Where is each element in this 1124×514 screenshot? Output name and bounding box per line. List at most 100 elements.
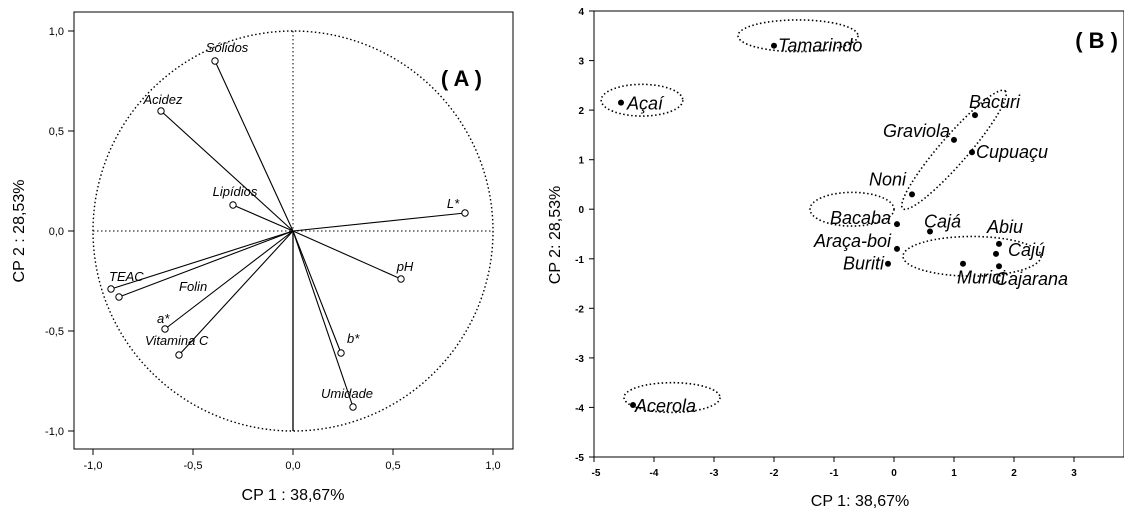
x-tick-label: -5	[592, 468, 601, 479]
point-caju: Cajú	[993, 240, 1045, 260]
loading-label: pH	[396, 259, 414, 274]
score-label: Noni	[869, 169, 907, 189]
y-tick-label: 3	[578, 57, 584, 68]
panel-a-x-ticks: -1,0 -0,5 0,0 0,5 1,0	[84, 449, 501, 472]
score-label: Tamarindo	[778, 36, 862, 56]
panel-b-frame	[593, 10, 1124, 458]
loading-point	[461, 209, 469, 217]
loading-vitamina-c: Vitamina C	[145, 230, 294, 359]
loading-solidos: Sólidos	[206, 40, 294, 232]
score-point	[927, 228, 933, 235]
y-tick-label: -4	[575, 403, 584, 414]
score-label: Buriti	[843, 254, 885, 274]
point-caja: Cajá	[924, 212, 961, 235]
score-label: Cupuaçu	[976, 142, 1048, 162]
loading-a: a*	[157, 230, 294, 333]
loading-point	[397, 275, 405, 283]
loading-ph: pH	[292, 230, 414, 283]
group-ellipse-3	[900, 89, 1008, 211]
loading-point	[161, 325, 169, 333]
panel-a-x-axis-title: CP 1 : 38,67%	[242, 487, 345, 504]
loading-point	[229, 201, 237, 209]
x-tick-label: 1	[951, 468, 957, 479]
loading-l: L*	[292, 196, 469, 232]
point-cupuacu: Cupuaçu	[969, 142, 1048, 162]
score-point	[885, 260, 891, 267]
panel-a: -1,0 -0,5 0,0 0,5 1,0 1,0 0,5 0,0 -0,5 -…	[11, 11, 514, 504]
y-tick-label: -1	[575, 255, 584, 266]
loading-umidade: Umidade	[292, 230, 373, 411]
score-point	[996, 240, 1002, 247]
loading-point	[211, 57, 219, 65]
score-point	[960, 260, 966, 267]
loading-lipidios: Lipídios	[213, 184, 294, 232]
x-tick-label: 2	[1011, 468, 1017, 479]
y-tick-label: 0	[578, 205, 584, 216]
y-tick-label: 4	[578, 7, 584, 18]
point-graviola: Graviola	[883, 121, 957, 143]
panel-b-groups	[600, 19, 1042, 414]
score-label: Bacuri	[969, 92, 1021, 112]
loading-vector	[118, 230, 294, 298]
point-cajarana: Cajarana	[995, 263, 1068, 289]
point-noni: Noni	[869, 169, 915, 198]
loading-vector	[160, 110, 294, 232]
y-tick-label: -5	[575, 453, 584, 464]
loading-vector	[164, 230, 294, 330]
panel-a-label: ( A )	[441, 66, 482, 91]
score-point	[618, 99, 624, 106]
loading-vector	[214, 60, 294, 232]
loading-point	[115, 293, 123, 301]
loading-b: b*	[292, 230, 360, 357]
loading-label: a*	[157, 311, 170, 326]
point-bacaba: Bacaba	[830, 208, 900, 228]
y-tick-label: 0,5	[49, 126, 64, 138]
score-label: Cajá	[924, 212, 961, 232]
panel-a-loadings: Sólidos Acidez Lipídios L* pH TEAC Folin a* Vita…	[107, 40, 469, 411]
score-point	[972, 112, 978, 119]
point-acai: Açaí	[618, 94, 665, 114]
x-tick-label: 1,0	[485, 460, 500, 472]
group-ellipse-6	[623, 381, 721, 414]
group-ellipse-2	[600, 83, 684, 117]
loading-label: b*	[347, 331, 360, 346]
score-point	[771, 42, 777, 49]
loading-vector	[292, 230, 342, 354]
x-tick-label: 0,0	[285, 460, 300, 472]
panel-b-x-ticks: -5 -4 -3 -2 -1 0 1 2 3	[592, 457, 1077, 479]
x-tick-label: 0	[891, 468, 897, 479]
point-buriti: Buriti	[843, 254, 891, 274]
loading-vector	[110, 230, 294, 290]
loading-point	[337, 349, 345, 357]
loading-label: Sólidos	[206, 40, 249, 55]
point-bacuri: Bacuri	[969, 92, 1021, 119]
loading-vector	[232, 204, 294, 232]
score-point	[996, 263, 1002, 270]
panel-a-y-axis-title: CP 2 : 28,53%	[11, 180, 28, 283]
score-point	[894, 245, 900, 252]
score-point	[630, 401, 636, 408]
y-tick-label: 1,0	[49, 26, 64, 38]
score-point	[969, 149, 975, 156]
group-ellipse-1	[737, 19, 859, 53]
loading-label: Acidez	[142, 92, 183, 107]
score-label: Bacaba	[830, 208, 891, 228]
y-tick-label: -3	[575, 354, 584, 365]
score-label: Acerola	[634, 396, 696, 416]
x-tick-label: -0,5	[184, 460, 203, 472]
loading-point	[157, 107, 165, 115]
point-tamarindo: Tamarindo	[771, 36, 862, 56]
panel-b: -5 -4 -3 -2 -1 0 1 2 3 4 3 2 1 0 -1	[547, 7, 1124, 510]
panel-a-y-ticks: 1,0 0,5 0,0 -0,5 -1,0	[45, 26, 74, 438]
loading-label: Lipídios	[213, 184, 258, 199]
x-tick-label: -3	[710, 468, 719, 479]
loading-label: TEAC	[109, 269, 144, 284]
score-label: Graviola	[883, 121, 950, 141]
panel-b-label: ( B )	[1075, 28, 1118, 53]
y-tick-label: 0,0	[49, 226, 64, 238]
loading-vector	[292, 230, 402, 280]
score-label: Murici	[957, 268, 1006, 288]
loading-vector	[178, 230, 294, 356]
y-tick-label: 1	[578, 156, 584, 167]
point-araca-boi: Araça-boi	[813, 231, 900, 252]
